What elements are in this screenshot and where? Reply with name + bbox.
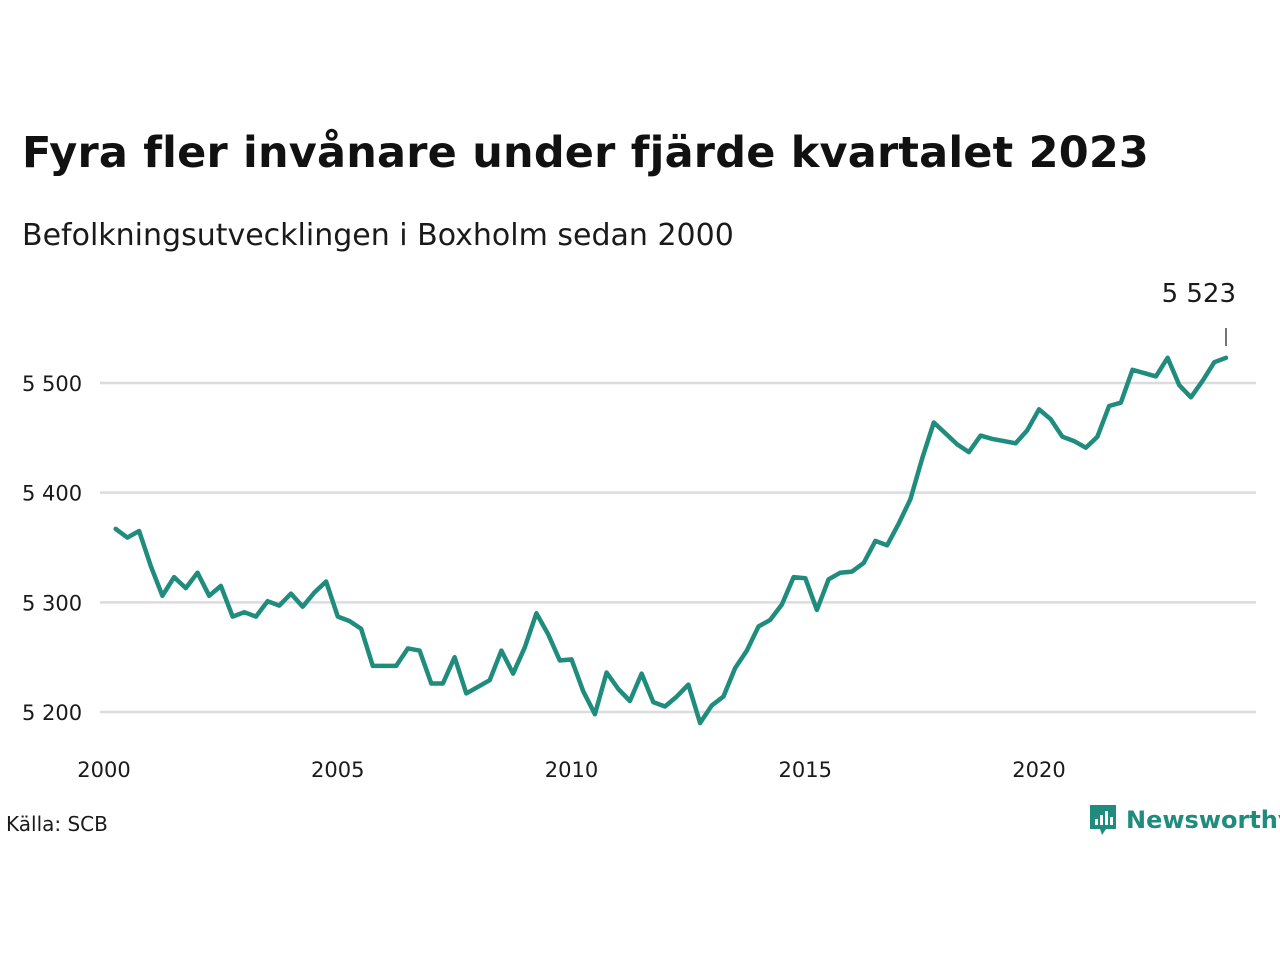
annotation: 5 523 <box>1162 279 1236 346</box>
brand-logo: Newsworthy <box>1088 803 1280 837</box>
x-tick-label: 2005 <box>311 758 364 782</box>
x-tick-label: 2015 <box>779 758 832 782</box>
x-tick-label: 2000 <box>77 758 130 782</box>
newsworthy-chart-logo-icon <box>1090 805 1116 835</box>
x-tick-label: 2010 <box>545 758 598 782</box>
x-tick-label: 2020 <box>1012 758 1065 782</box>
y-tick-label: 5 200 <box>22 701 82 725</box>
y-axis-ticks: 5 200 5 300 5 400 5 500 <box>22 372 82 725</box>
y-tick-label: 5 300 <box>22 591 82 615</box>
chart-title: Fyra fler invånare under fjärde kvartale… <box>22 128 1150 178</box>
source-note: Källa: SCB <box>6 812 108 836</box>
gridlines <box>100 381 1256 714</box>
series-line <box>113 355 1229 726</box>
chart-subtitle: Befolkningsutvecklingen i Boxholm sedan … <box>22 218 734 253</box>
series-layer <box>113 355 1229 726</box>
x-axis-ticks: 2000 2005 2010 2015 2020 <box>77 758 1065 782</box>
annotation-label: 5 523 <box>1162 279 1236 309</box>
y-tick-label: 5 400 <box>22 482 82 506</box>
brand-name: Newsworthy <box>1126 806 1280 834</box>
y-tick-label: 5 500 <box>22 372 82 396</box>
